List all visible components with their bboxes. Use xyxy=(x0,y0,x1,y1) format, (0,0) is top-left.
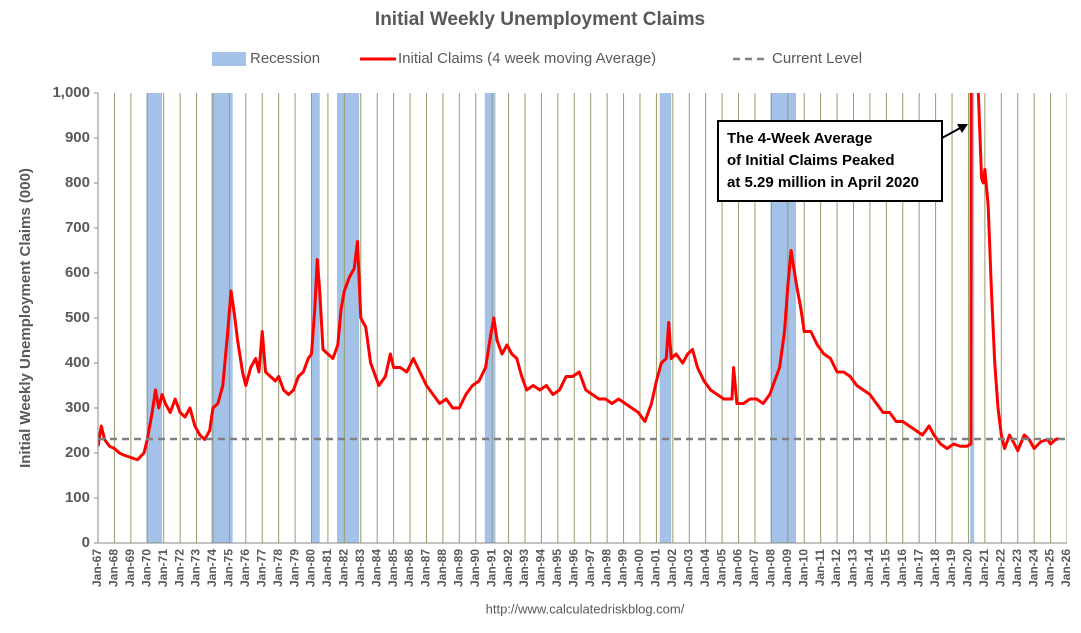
x-tick-label: Jan-75 xyxy=(222,549,236,587)
recession-band xyxy=(146,93,163,543)
x-tick-label: Jan-71 xyxy=(156,549,170,587)
y-axis-label: Initial Weekly Unemployment Claims (000) xyxy=(17,168,34,468)
y-tick-label: 100 xyxy=(65,489,90,506)
y-tick-label: 300 xyxy=(65,399,90,416)
x-tick-label: Jan-91 xyxy=(484,549,498,587)
x-tick-label: Jan-00 xyxy=(632,549,646,587)
x-tick-label: Jan-76 xyxy=(238,549,252,587)
source: http://www.calculatedriskblog.com/ xyxy=(486,601,685,616)
x-tick-label: Jan-13 xyxy=(846,549,860,587)
recession-band xyxy=(211,93,233,543)
x-tick-label: Jan-21 xyxy=(977,549,991,587)
x-tick-label: Jan-80 xyxy=(304,549,318,587)
x-tick-label: Jan-02 xyxy=(665,549,679,587)
x-tick-label: Jan-14 xyxy=(862,549,876,587)
annotation-text: of Initial Claims Peaked xyxy=(727,152,895,169)
x-tick-label: Jan-07 xyxy=(747,549,761,587)
clipped-layer xyxy=(98,93,1067,543)
x-tick-label: Jan-84 xyxy=(369,549,383,587)
x-tick-label: Jan-04 xyxy=(698,549,712,587)
annotation-text: The 4-Week Average xyxy=(727,130,872,147)
legend-label: Recession xyxy=(250,50,320,67)
recession-band xyxy=(484,93,496,543)
annotation-arrowhead xyxy=(957,124,968,133)
y-tick-label: 500 xyxy=(65,309,90,326)
legend: Recession Initial Claims (4 week moving A… xyxy=(212,50,862,67)
x-tick-label: Jan-11 xyxy=(813,549,827,587)
annotation-text: at 5.29 million in April 2020 xyxy=(727,174,919,191)
x-tick-label: Jan-16 xyxy=(895,549,909,587)
claims-line xyxy=(98,93,1060,462)
x-tick-label: Jan-88 xyxy=(435,549,449,587)
y-tick-label: 700 xyxy=(65,219,90,236)
x-tick-label: Jan-73 xyxy=(189,549,203,587)
x-tick-label: Jan-95 xyxy=(550,549,564,587)
x-tick-label: Jan-69 xyxy=(123,549,137,587)
annotation-arrow xyxy=(941,126,963,139)
legend-swatch xyxy=(212,52,246,66)
x-tick-label: Jan-98 xyxy=(599,549,613,587)
x-tick-label: Jan-83 xyxy=(353,549,367,587)
chart-title: Initial Weekly Unemployment Claims xyxy=(375,9,705,30)
y-tick-label: 1,000 xyxy=(52,84,90,101)
recession-band xyxy=(336,93,360,543)
x-tick-label: Jan-97 xyxy=(583,549,597,587)
x-tick-label: Jan-12 xyxy=(829,549,843,587)
x-tick-label: Jan-24 xyxy=(1026,549,1040,587)
x-tick-label: Jan-25 xyxy=(1043,549,1057,587)
x-tick-label: Jan-85 xyxy=(386,549,400,587)
legend-label: Initial Claims (4 week moving Average) xyxy=(398,50,656,67)
x-tick-label: Jan-26 xyxy=(1059,549,1073,587)
x-tick-label: Jan-77 xyxy=(254,549,268,587)
x-tick-label: Jan-89 xyxy=(451,549,465,587)
x-tick-label: Jan-05 xyxy=(714,549,728,587)
x-tick-label: Jan-19 xyxy=(944,549,958,587)
x-tick-label: Jan-68 xyxy=(107,549,121,587)
x-tick-label: Jan-93 xyxy=(517,549,531,587)
y-tick-label: 400 xyxy=(65,354,90,371)
x-tick-label: Jan-82 xyxy=(337,549,351,587)
x-tick-label: Jan-67 xyxy=(90,549,104,587)
x-tick-label: Jan-92 xyxy=(501,549,515,587)
x-tick-label: Jan-15 xyxy=(879,549,893,587)
x-tick-label: Jan-23 xyxy=(1010,549,1024,587)
x-tick-label: Jan-08 xyxy=(764,549,778,587)
y-tick-label: 0 xyxy=(82,534,90,551)
annotation-box xyxy=(717,120,943,202)
x-tick-label: Jan-01 xyxy=(649,549,663,587)
x-tick-label: Jan-94 xyxy=(534,549,548,587)
x-tick-label: Jan-18 xyxy=(928,549,942,587)
x-tick-label: Jan-72 xyxy=(172,549,186,587)
x-tick-label: Jan-17 xyxy=(911,549,925,587)
x-tick-label: Jan-70 xyxy=(139,549,153,587)
x-tick-label: Jan-99 xyxy=(616,549,630,587)
x-tick-label: Jan-87 xyxy=(419,549,433,587)
x-tick-label: Jan-10 xyxy=(796,549,810,587)
x-tick-label: Jan-81 xyxy=(320,549,334,587)
y-tick-label: 600 xyxy=(65,264,90,281)
x-tick-label: Jan-22 xyxy=(993,549,1007,587)
x-tick-label: Jan-09 xyxy=(780,549,794,587)
x-tick-label: Jan-90 xyxy=(468,549,482,587)
x-tick-label: Jan-78 xyxy=(271,549,285,587)
legend-label: Current Level xyxy=(772,50,862,67)
x-tick-label: Jan-96 xyxy=(566,549,580,587)
x-tick-label: Jan-74 xyxy=(205,549,219,587)
x-tick-label: Jan-20 xyxy=(961,549,975,587)
x-tick-label: Jan-03 xyxy=(681,549,695,587)
x-tick-label: Jan-86 xyxy=(402,549,416,587)
x-tick-label: Jan-79 xyxy=(287,549,301,587)
y-tick-label: 200 xyxy=(65,444,90,461)
y-tick-label: 900 xyxy=(65,129,90,146)
x-tick-label: Jan-06 xyxy=(731,549,745,587)
y-tick-label: 800 xyxy=(65,174,90,191)
recession-band xyxy=(659,93,672,543)
